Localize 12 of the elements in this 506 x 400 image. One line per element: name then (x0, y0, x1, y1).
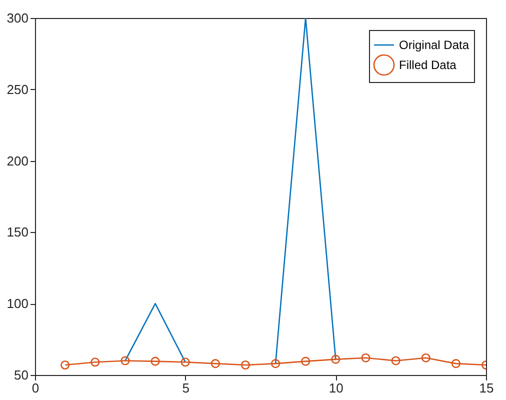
y-tick-label: 150 (6, 224, 28, 240)
x-tick-label: 10 (328, 380, 344, 396)
y-tick-label: 100 (6, 296, 28, 312)
legend-label: Filled Data (399, 58, 457, 72)
y-tick-label: 250 (6, 82, 28, 97)
x-tick-label: 15 (479, 380, 494, 396)
legend-label: Original Data (399, 38, 470, 52)
y-tick-label: 300 (6, 10, 28, 26)
y-tick-label: 50 (14, 368, 28, 382)
y-tick-label: 200 (6, 153, 28, 168)
x-tick-label: 0 (32, 380, 40, 396)
x-tick-label: 5 (182, 380, 190, 396)
